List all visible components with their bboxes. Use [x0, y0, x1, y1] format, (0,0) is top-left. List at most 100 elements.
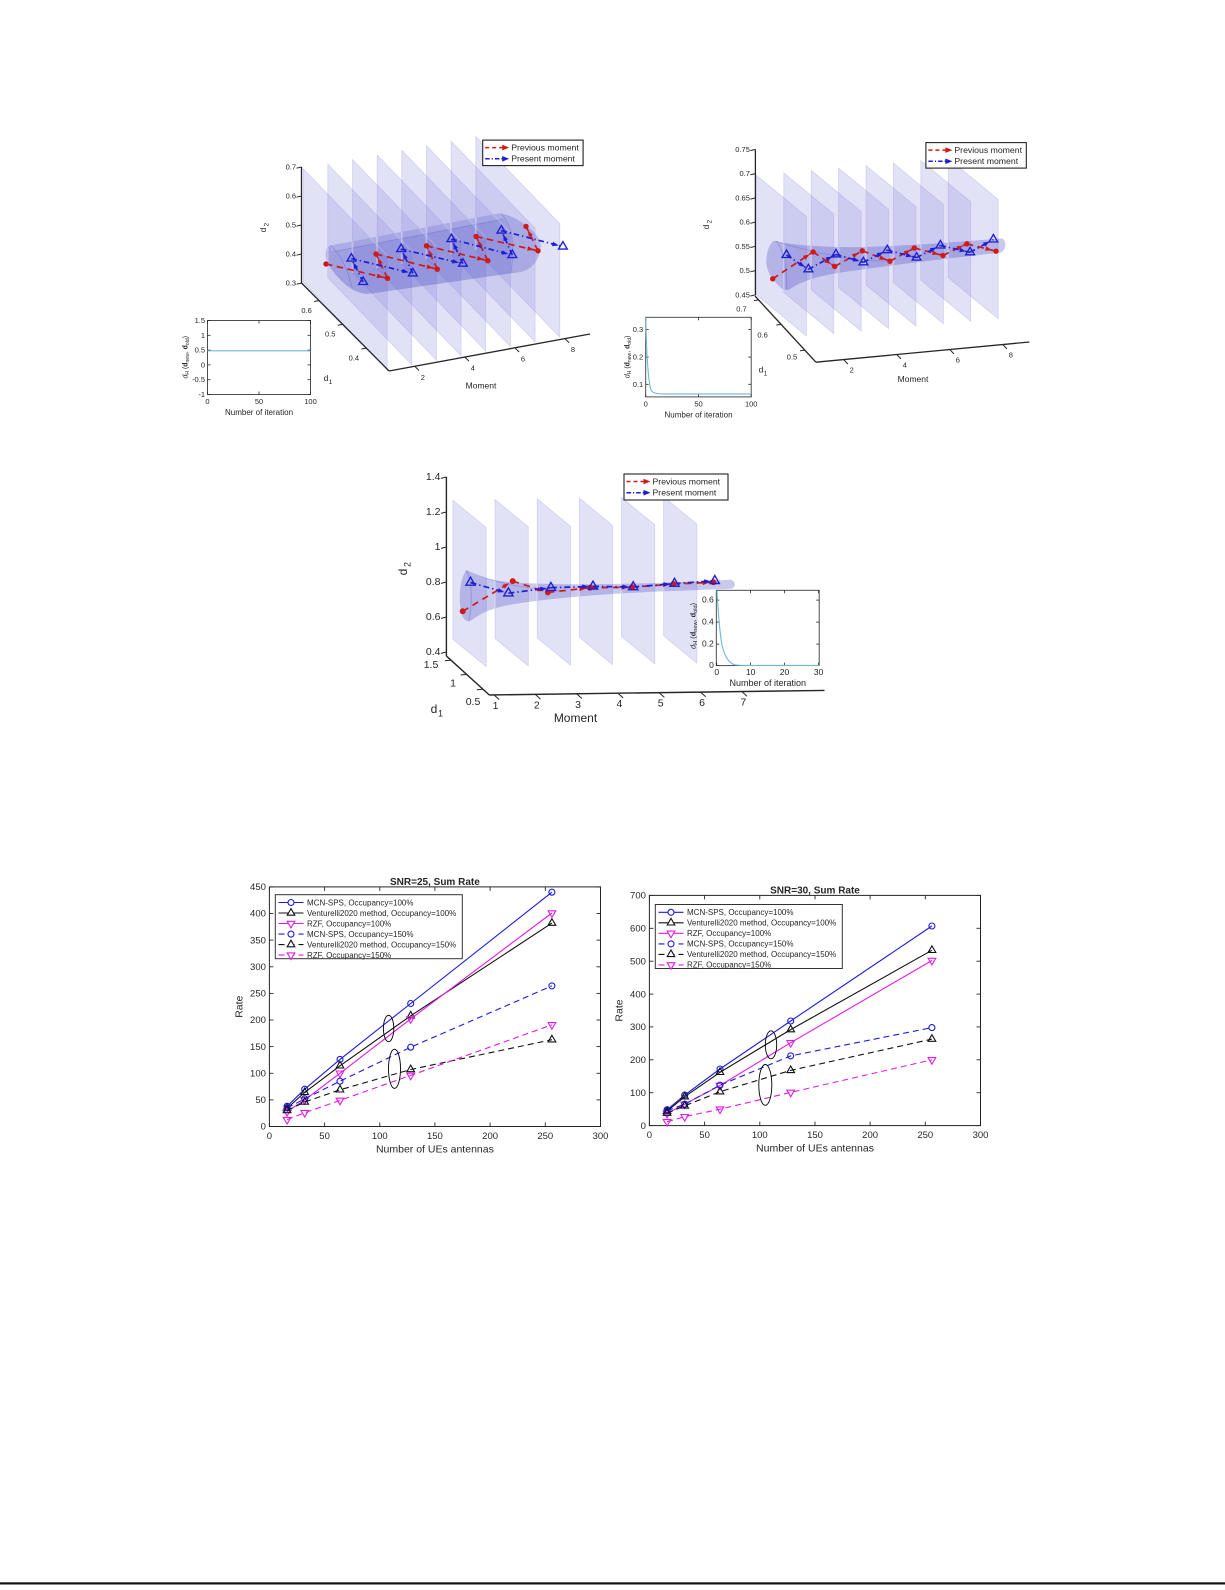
svg-text:MCN-SPS, Occupancy=100%: MCN-SPS, Occupancy=100%	[307, 898, 414, 907]
svg-text:1: 1	[435, 541, 441, 553]
svg-text:200: 200	[862, 1130, 878, 1141]
svg-text:Venturelli2020 method, Occupan: Venturelli2020 method, Occupancy=100%	[687, 919, 836, 928]
svg-text:0.6: 0.6	[739, 218, 749, 227]
svg-text:450: 450	[250, 882, 266, 893]
svg-text:0.55: 0.55	[735, 242, 750, 251]
svg-text:400: 400	[630, 989, 646, 1000]
svg-text:Venturelli2020 method, Occupan: Venturelli2020 method, Occupancy=150%	[687, 950, 836, 959]
svg-text:100: 100	[745, 399, 758, 408]
svg-text:d: d	[396, 569, 410, 576]
svg-text:0.7: 0.7	[739, 169, 749, 178]
svg-text:1.2: 1.2	[426, 506, 441, 518]
svg-text:0.6: 0.6	[286, 192, 296, 201]
svg-text:250: 250	[537, 1131, 553, 1142]
svg-text:0.6: 0.6	[757, 330, 767, 339]
svg-text:50: 50	[699, 1130, 710, 1141]
svg-text:RZF, Occupancy=150%: RZF, Occupancy=150%	[687, 961, 771, 970]
svg-text:50: 50	[255, 1095, 266, 1106]
svg-text:0.5: 0.5	[787, 353, 797, 362]
svg-text:1.5: 1.5	[195, 316, 205, 325]
svg-text:MCN-SPS, Occupancy=100%: MCN-SPS, Occupancy=100%	[687, 908, 794, 917]
svg-text:Present moment: Present moment	[954, 156, 1018, 166]
svg-text:d: d	[701, 224, 711, 229]
svg-text:5: 5	[658, 698, 664, 710]
svg-text:Present moment: Present moment	[511, 154, 575, 164]
svg-text:Number of iteration: Number of iteration	[225, 408, 293, 417]
svg-text:0.8: 0.8	[426, 576, 441, 588]
svg-text:100: 100	[250, 1069, 266, 1080]
svg-text:0.7: 0.7	[286, 163, 296, 172]
svg-text:50: 50	[255, 397, 263, 406]
svg-text:Moment: Moment	[554, 711, 598, 725]
svg-text:2: 2	[402, 562, 412, 567]
svg-text:0.4: 0.4	[286, 250, 296, 259]
svg-text:Previous moment: Previous moment	[954, 145, 1022, 155]
svg-text:0.5: 0.5	[286, 221, 296, 230]
svg-text:Number of iteration: Number of iteration	[664, 410, 732, 419]
svg-text:-0.5: -0.5	[192, 375, 205, 384]
svg-text:1: 1	[201, 331, 205, 340]
svg-text:0: 0	[261, 1122, 266, 1133]
svg-text:0: 0	[641, 1121, 646, 1132]
svg-text:Previous moment: Previous moment	[511, 142, 579, 152]
svg-text:1.5: 1.5	[424, 659, 439, 671]
svg-text:600: 600	[630, 924, 646, 935]
svg-text:0.45: 0.45	[735, 290, 750, 299]
svg-text:100: 100	[752, 1130, 768, 1141]
svg-text:0.75: 0.75	[735, 145, 750, 154]
svg-text:Number of UEs antennas: Number of UEs antennas	[756, 1143, 874, 1155]
svg-text:0.2: 0.2	[702, 639, 714, 649]
svg-text:0.5: 0.5	[739, 266, 749, 275]
svg-text:Moment: Moment	[898, 374, 929, 384]
svg-text:Number of UEs antennas: Number of UEs antennas	[376, 1144, 494, 1156]
svg-text:8: 8	[571, 345, 575, 354]
svg-text:SNR=25, Sum Rate: SNR=25, Sum Rate	[390, 877, 480, 888]
svg-text:RZF, Occupancy=150%: RZF, Occupancy=150%	[307, 951, 391, 960]
svg-text:250: 250	[917, 1130, 933, 1141]
svg-text:0: 0	[267, 1131, 272, 1142]
svg-text:0.2: 0.2	[633, 353, 643, 362]
svg-text:2: 2	[263, 223, 270, 227]
svg-text:0.7: 0.7	[736, 305, 746, 314]
svg-text:0.4: 0.4	[702, 617, 714, 627]
svg-text:0.4: 0.4	[349, 353, 359, 362]
svg-text:2: 2	[534, 699, 540, 711]
svg-text:150: 150	[427, 1131, 443, 1142]
svg-text:1: 1	[764, 371, 768, 378]
svg-text:6: 6	[699, 697, 705, 709]
svg-text:0.65: 0.65	[735, 194, 750, 203]
svg-text:MCN-SPS, Occupancy=150%: MCN-SPS, Occupancy=150%	[687, 940, 794, 949]
svg-text:RZF, Occupancy=100%: RZF, Occupancy=100%	[687, 929, 771, 938]
svg-text:0.5: 0.5	[466, 696, 481, 708]
svg-text:100: 100	[304, 397, 317, 406]
svg-text:0.4: 0.4	[426, 646, 441, 658]
svg-text:50: 50	[694, 399, 702, 408]
svg-text:20: 20	[780, 667, 790, 677]
svg-text:500: 500	[630, 956, 646, 967]
svg-text:1: 1	[329, 379, 333, 386]
svg-text:Rate: Rate	[233, 995, 245, 1017]
svg-text:10: 10	[746, 667, 756, 677]
svg-text:6: 6	[956, 356, 960, 365]
svg-text:Number of iteration: Number of iteration	[730, 678, 807, 688]
svg-text:SNR=30, Sum Rate: SNR=30, Sum Rate	[770, 885, 860, 896]
svg-text:2: 2	[850, 366, 854, 375]
svg-text:0.6: 0.6	[426, 611, 441, 623]
svg-text:Venturelli2020 method, Occupan: Venturelli2020 method, Occupancy=100%	[307, 909, 456, 918]
svg-text:Previous moment: Previous moment	[653, 476, 721, 486]
svg-text:4: 4	[616, 698, 622, 710]
svg-text:300: 300	[593, 1131, 609, 1142]
svg-text:d: d	[431, 702, 438, 716]
svg-text:1: 1	[438, 709, 443, 719]
svg-text:1: 1	[493, 700, 499, 712]
svg-text:0: 0	[205, 397, 209, 406]
svg-text:150: 150	[250, 1042, 266, 1053]
svg-text:8: 8	[1009, 351, 1013, 360]
svg-text:Moment: Moment	[466, 381, 497, 391]
svg-text:0.5: 0.5	[195, 346, 205, 355]
svg-text:200: 200	[250, 1015, 266, 1026]
svg-text:4: 4	[471, 364, 475, 373]
svg-text:Rate: Rate	[613, 999, 625, 1021]
svg-text:Venturelli2020 method, Occupan: Venturelli2020 method, Occupancy=150%	[307, 940, 456, 949]
svg-text:700: 700	[630, 891, 646, 902]
